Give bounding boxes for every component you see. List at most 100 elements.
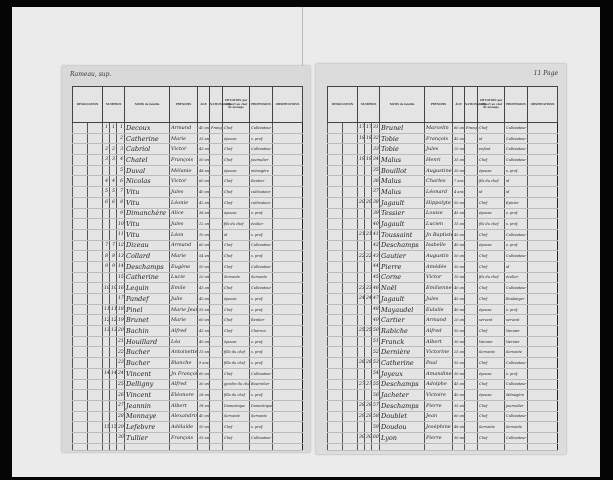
first-name-cell: Albert (424, 336, 453, 348)
observations-cell (527, 400, 558, 412)
designation-cell (327, 411, 343, 423)
nationality-cell (209, 197, 223, 209)
age-cell: 45 ans (452, 293, 465, 305)
profession-cell: Rentier (249, 314, 273, 327)
situation-cell: fils du chef (477, 218, 505, 230)
observations-cell (272, 368, 303, 380)
observations-cell (527, 240, 558, 252)
household-number-cell (364, 304, 372, 316)
house-number-cell: 18 (357, 133, 365, 145)
household-number-cell (364, 346, 372, 359)
profession-cell: Cultivateur (249, 432, 273, 444)
first-name-cell: François (169, 432, 198, 444)
designation-cell (72, 154, 88, 166)
individual-number-cell: 33 (371, 143, 380, 156)
first-name-cell: Jn François (169, 368, 198, 380)
blank-cell (504, 443, 528, 451)
designation-cell (86, 357, 103, 369)
designation-cell (341, 143, 358, 156)
designation-cell (327, 432, 343, 444)
first-name-cell: Eléonore (169, 389, 198, 401)
household-number-cell: 4 (109, 175, 117, 188)
individual-number-cell: 54 (371, 368, 380, 380)
first-name-cell: Léa (169, 336, 198, 348)
first-name-cell: Lucie (169, 272, 198, 284)
column-header-label: ÂGE (455, 102, 462, 106)
surname-cell: Pierre (379, 261, 425, 273)
first-name-cell: Armand (424, 314, 453, 327)
surname-cell: Houillard (124, 336, 170, 348)
age-cell: 50 ans (452, 432, 465, 444)
column-header-label: OBSERVATIONS (530, 102, 555, 106)
table-row: 36 Malus Charles 7 ans fils du chef id (327, 175, 558, 188)
individual-number-cell: 12 (116, 240, 125, 252)
designation-cell (341, 154, 358, 166)
age-cell: 60 ans (197, 314, 210, 327)
house-number-cell (357, 389, 365, 401)
designation-cell (72, 250, 88, 262)
column-header-prenoms: PRÉNOMS (424, 86, 454, 123)
house-number-cell: 25 (357, 325, 365, 337)
individual-number-cell: 29 (116, 421, 125, 433)
profession-cell: s. prof. (249, 293, 273, 305)
situation-cell: Chef (222, 154, 250, 166)
column-header-label: PRÉNOMS (430, 102, 447, 106)
observations-cell (527, 432, 558, 444)
designation-cell (72, 421, 88, 433)
individual-number-cell: 13 (116, 250, 125, 262)
observations-cell (272, 314, 303, 327)
first-name-cell: Léonard (424, 186, 453, 198)
designation-cell (86, 208, 103, 220)
individual-number-cell: 32 (371, 133, 380, 145)
profession-cell: Vannier (504, 325, 528, 337)
observations-cell (272, 421, 303, 433)
profession-cell: Ménagère (504, 389, 528, 401)
house-number-cell: 30 (357, 432, 365, 444)
column-header-noms: NOMS de famille (124, 86, 171, 123)
profession-cell: Cultivateur (249, 261, 273, 273)
nationality-cell (464, 175, 478, 188)
first-name-cell: Victor (169, 143, 198, 156)
column-header-numeros: NUMÉROS (357, 86, 381, 123)
surname-cell: Malus (379, 186, 425, 198)
situation-cell: épouse (477, 304, 505, 316)
age-cell: 48 ans (197, 165, 210, 177)
blank-cell (109, 443, 117, 451)
surname-cell: Mayaudel (379, 304, 425, 316)
nationality-cell (209, 400, 223, 412)
profession-cell: s. prof. (504, 368, 528, 380)
individual-number-cell: 23 (116, 357, 125, 369)
first-name-cell: Jules (169, 186, 198, 198)
household-number-cell: 2 (109, 143, 117, 156)
situation-cell: Chef (477, 282, 505, 294)
nationality-cell (464, 389, 478, 401)
situation-cell: Chef (477, 154, 505, 166)
designation-cell (327, 122, 343, 134)
blank-cell (249, 443, 273, 451)
situation-cell: épouse (222, 208, 250, 220)
first-name-cell: Armand (169, 122, 198, 134)
nationality-cell: Français (209, 122, 223, 134)
column-header-label: NUMÉROS (105, 102, 122, 106)
nationality-cell (209, 346, 223, 359)
observations-cell (272, 154, 303, 166)
surname-cell: Cartier (379, 314, 425, 327)
designation-cell (327, 143, 343, 156)
profession-cell: ménagère (249, 165, 273, 177)
designation-cell (327, 272, 343, 284)
blank-cell (527, 443, 558, 451)
observations-cell (527, 261, 558, 273)
nationality-cell (464, 154, 478, 166)
designation-cell (72, 346, 88, 359)
header-row: DÉSIGNATION NUMÉROS NOMS de famille PRÉNOMS… (326, 86, 559, 123)
designation-cell (341, 389, 358, 401)
household-number-cell (364, 389, 372, 401)
house-number-cell (102, 357, 110, 369)
household-number-cell: 5 (109, 186, 117, 198)
